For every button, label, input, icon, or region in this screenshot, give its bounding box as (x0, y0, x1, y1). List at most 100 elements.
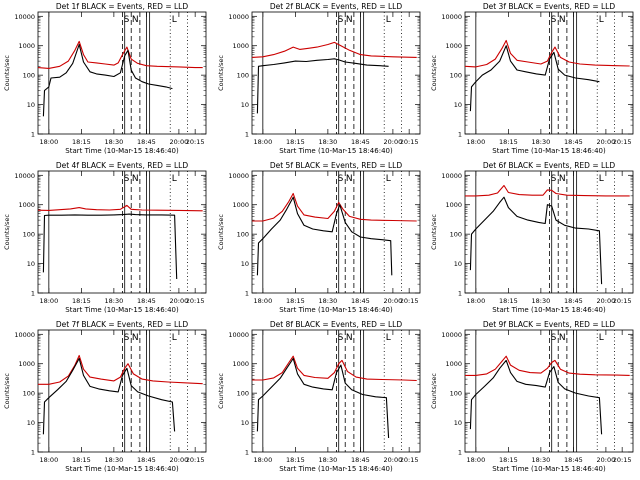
y-tick-label: 10 (454, 260, 462, 268)
series-line-lld (38, 40, 203, 69)
x-tick-label: 18:00 (466, 456, 485, 464)
marker-label-s: S (338, 174, 344, 184)
series-line-lld (465, 355, 630, 376)
x-tick-label: 18:45 (564, 297, 583, 305)
x-axis-label: Start Time (10-Mar-15 18:46:40) (65, 147, 179, 155)
x-tick-label: 20:00 (170, 456, 189, 464)
x-tick-label: 20:15 (400, 297, 419, 305)
y-tick-label: 10000 (14, 331, 35, 339)
detector-panel-6: Det 6f BLACK = Events, RED = LLD Counts/s… (430, 161, 634, 314)
plot-frame (37, 329, 207, 453)
marker-label-l: L (386, 333, 391, 343)
marker-label-n: N (346, 174, 353, 184)
x-tick-label: 18:30 (532, 138, 551, 146)
detector-panel-5: Det 5f BLACK = Events, RED = LLD Counts/s… (217, 161, 421, 314)
x-tick-label: 18:15 (286, 297, 305, 305)
detector-panel-8: Det 8f BLACK = Events, RED = LLD Counts/s… (217, 320, 421, 473)
x-tick-label: 20:15 (186, 297, 205, 305)
y-tick-label: 1000 (18, 42, 35, 50)
y-tick-label: 10000 (441, 13, 462, 21)
y-tick-label: 1000 (232, 360, 249, 368)
marker-label-l: L (172, 174, 177, 184)
plot-frame (464, 11, 634, 135)
marker-label-n: N (559, 174, 566, 184)
series-line-events (42, 357, 176, 435)
y-tick-label: 1 (245, 131, 249, 139)
x-tick-label: 18:00 (253, 297, 272, 305)
x-tick-label: 18:30 (105, 456, 124, 464)
y-axis-label: Counts/sec (430, 55, 438, 91)
marker-label-n: N (132, 333, 139, 343)
x-tick-label: 18:45 (564, 138, 583, 146)
plot-frame (464, 170, 634, 294)
y-tick-label: 10000 (14, 13, 35, 21)
x-tick-label: 18:00 (39, 138, 58, 146)
y-tick-label: 100 (450, 231, 462, 239)
detector-panel-1: Det 1f BLACK = Events, RED = LLD Counts/s… (3, 2, 207, 155)
x-tick-label: 18:15 (72, 138, 91, 146)
y-tick-label: 10 (241, 101, 249, 109)
x-tick-label: 18:00 (466, 138, 485, 146)
marker-label-n: N (346, 15, 353, 25)
y-tick-label: 1000 (18, 201, 35, 209)
y-tick-label: 1 (245, 290, 249, 298)
series-line-events (469, 359, 603, 435)
y-tick-label: 1 (31, 449, 35, 457)
panel-title: Det 4f BLACK = Events, RED = LLD (56, 161, 189, 170)
y-tick-label: 100 (237, 231, 249, 239)
x-tick-label: 18:15 (286, 138, 305, 146)
detector-panel-7: Det 7f BLACK = Events, RED = LLD Counts/s… (3, 320, 207, 473)
y-tick-label: 10000 (228, 172, 249, 180)
marker-label-s: S (551, 333, 557, 343)
y-tick-label: 1 (458, 131, 462, 139)
x-tick-label: 18:00 (39, 297, 58, 305)
marker-label-l: L (599, 174, 604, 184)
x-tick-label: 18:30 (105, 138, 124, 146)
x-tick-label: 20:15 (186, 138, 205, 146)
y-tick-label: 1 (245, 449, 249, 457)
panel-title: Det 5f BLACK = Events, RED = LLD (270, 161, 403, 170)
panel-title: Det 9f BLACK = Events, RED = LLD (483, 320, 616, 329)
y-axis-label: Counts/sec (217, 55, 225, 91)
y-tick-label: 10000 (441, 331, 462, 339)
y-tick-label: 1000 (232, 42, 249, 50)
y-axis-label: Counts/sec (217, 373, 225, 409)
panel-title: Det 3f BLACK = Events, RED = LLD (483, 2, 616, 11)
y-tick-label: 100 (237, 390, 249, 398)
panel-title: Det 7f BLACK = Events, RED = LLD (56, 320, 189, 329)
x-axis-label: Start Time (10-Mar-15 18:46:40) (492, 147, 606, 155)
y-tick-label: 10000 (14, 172, 35, 180)
panel-title: Det 6f BLACK = Events, RED = LLD (483, 161, 616, 170)
y-axis-label: Counts/sec (3, 214, 11, 250)
y-tick-label: 10000 (228, 331, 249, 339)
plot-frame (464, 329, 634, 453)
marker-label-s: S (551, 174, 557, 184)
detector-panel-2: Det 2f BLACK = Events, RED = LLD Counts/s… (217, 2, 421, 155)
y-tick-label: 100 (237, 72, 249, 80)
series-line-lld (465, 39, 630, 68)
y-tick-label: 10 (454, 101, 462, 109)
detector-panel-3: Det 3f BLACK = Events, RED = LLD Counts/s… (430, 2, 634, 155)
x-tick-label: 18:45 (351, 297, 370, 305)
y-axis-label: Counts/sec (430, 214, 438, 250)
panel-title: Det 2f BLACK = Events, RED = LLD (270, 2, 403, 11)
marker-label-l: L (386, 15, 391, 25)
y-tick-label: 10000 (441, 172, 462, 180)
series-line-events (256, 196, 393, 276)
series-line-lld (465, 184, 630, 197)
series-line-events (256, 357, 390, 439)
y-tick-label: 1 (31, 290, 35, 298)
x-axis-label: Start Time (10-Mar-15 18:46:40) (279, 465, 393, 473)
series-line-events (42, 43, 173, 117)
y-axis-label: Counts/sec (3, 373, 11, 409)
series-line-lld (38, 204, 203, 212)
y-tick-label: 10 (241, 419, 249, 427)
x-axis-label: Start Time (10-Mar-15 18:46:40) (279, 306, 393, 314)
x-tick-label: 18:15 (286, 456, 305, 464)
plot-frame (251, 329, 421, 453)
x-tick-label: 20:15 (186, 456, 205, 464)
x-tick-label: 18:30 (532, 297, 551, 305)
x-tick-label: 18:30 (319, 456, 338, 464)
y-tick-label: 10000 (228, 13, 249, 21)
